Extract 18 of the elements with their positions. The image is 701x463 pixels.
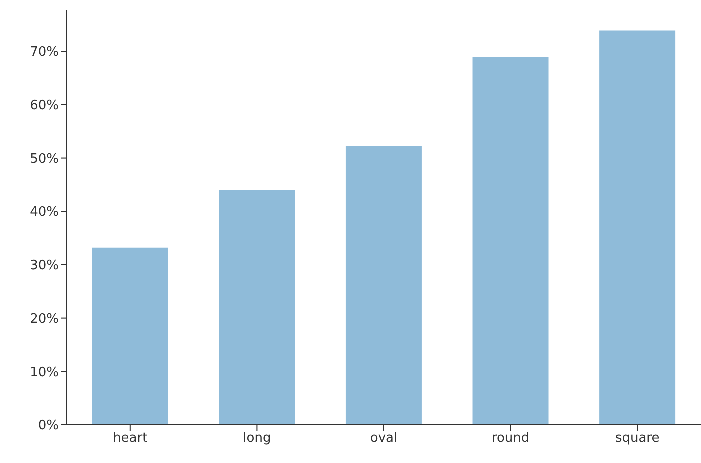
y-tick-label: 30%: [30, 258, 59, 274]
y-tick-label: 40%: [30, 205, 59, 220]
bar: [346, 146, 422, 425]
bar: [92, 248, 168, 425]
y-tick-label: 50%: [30, 152, 59, 167]
x-tick-label: oval: [370, 431, 398, 446]
x-tick-label: square: [615, 431, 660, 446]
bar: [600, 30, 676, 425]
y-tick-label: 0%: [38, 418, 59, 434]
y-tick-label: 60%: [30, 98, 59, 114]
y-tick-label: 20%: [30, 312, 59, 327]
y-tick-label: 70%: [30, 45, 59, 60]
x-tick-label: round: [492, 431, 530, 446]
bar: [472, 57, 549, 425]
x-tick-label: long: [243, 431, 272, 446]
x-tick-label: heart: [113, 431, 148, 446]
y-tick-label: 10%: [30, 365, 59, 380]
bar: [219, 190, 296, 425]
